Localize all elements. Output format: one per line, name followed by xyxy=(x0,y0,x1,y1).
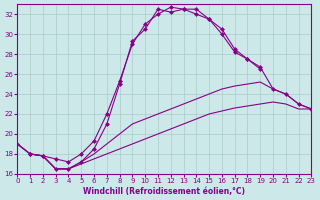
X-axis label: Windchill (Refroidissement éolien,°C): Windchill (Refroidissement éolien,°C) xyxy=(84,187,245,196)
